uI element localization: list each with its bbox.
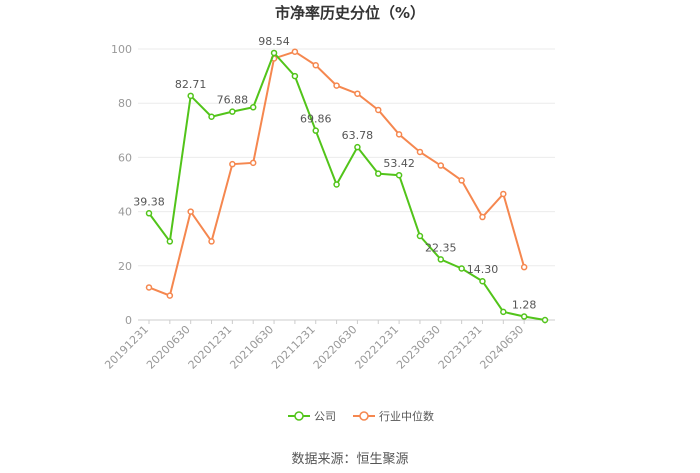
data-point	[437, 256, 445, 263]
data-point	[229, 160, 236, 168]
data-point	[354, 90, 361, 97]
x-axis: 2019123120200630202012312021063020211231…	[102, 320, 546, 372]
y-tick-label: 20	[118, 260, 132, 273]
data-point	[500, 190, 507, 198]
data-point	[249, 159, 257, 167]
chart-title: 市净率历史分位（%）	[274, 4, 426, 22]
y-tick-label: 80	[118, 97, 132, 110]
data-point	[375, 170, 382, 177]
data-point	[166, 238, 174, 245]
data-point	[458, 177, 465, 184]
y-tick-label: 100	[111, 43, 132, 56]
data-point	[479, 277, 486, 285]
x-tick-label: 20220630	[311, 323, 360, 372]
data-point	[187, 92, 194, 100]
data-point	[520, 263, 528, 271]
x-tick-label: 20221231	[352, 323, 401, 372]
x-tick-label: 20240630	[477, 323, 526, 372]
data-label: 69.86	[300, 113, 332, 126]
data-label: 63.78	[342, 129, 374, 142]
data-label: 1.28	[512, 299, 537, 312]
data-point	[541, 316, 549, 324]
data-point	[500, 308, 507, 316]
x-tick-label: 20210630	[227, 323, 276, 372]
data-point	[208, 238, 215, 245]
data-point	[333, 181, 340, 188]
data-label: 98.54	[258, 35, 290, 48]
data-point	[520, 313, 528, 320]
data-label: 22.35	[425, 241, 457, 254]
legend: 公司 行业中位数	[288, 409, 434, 423]
data-point	[145, 284, 153, 291]
x-tick-label: 20231231	[436, 323, 485, 372]
data-labels: 39.38 82.71 76.88 98.54 69.86 63.78 53.42 22.35…	[133, 35, 536, 312]
data-point	[270, 49, 278, 57]
legend-label: 行业中位数	[379, 409, 434, 423]
data-label: 14.30	[467, 263, 499, 276]
y-tick-label: 0	[125, 314, 132, 327]
data-point	[333, 82, 340, 89]
series-lines	[145, 48, 549, 324]
data-point	[416, 232, 424, 240]
y-tick-label: 60	[118, 151, 132, 164]
data-label: 76.88	[217, 94, 249, 107]
data-point	[312, 127, 319, 134]
data-point	[479, 213, 486, 221]
legend-marker	[359, 411, 369, 421]
data-point	[208, 113, 215, 120]
data-point	[249, 104, 257, 111]
data-label: 53.42	[383, 157, 415, 170]
data-point	[416, 148, 424, 156]
grid-lines	[138, 48, 555, 321]
data-point	[458, 265, 465, 272]
data-point	[145, 210, 153, 217]
data-point	[187, 208, 194, 215]
data-point	[312, 62, 319, 69]
data-point	[291, 72, 299, 80]
data-point	[437, 162, 445, 169]
x-tick-label: 20230630	[394, 323, 443, 372]
x-tick-label: 20211231	[269, 323, 318, 372]
x-tick-label: 20201231	[186, 323, 235, 372]
data-source: 数据来源：恒生聚源	[291, 452, 409, 467]
x-tick-label: 20200630	[144, 323, 193, 372]
legend-label: 公司	[314, 410, 336, 423]
data-point	[375, 106, 382, 114]
series-line	[148, 51, 546, 321]
data-label: 82.71	[175, 78, 207, 91]
data-point	[166, 292, 174, 299]
y-tick-label: 40	[118, 206, 132, 219]
legend-marker	[294, 411, 304, 421]
data-point	[291, 48, 299, 55]
data-point	[395, 171, 403, 179]
data-point	[395, 131, 403, 138]
x-tick-label: 20191231	[102, 323, 151, 372]
data-point	[354, 143, 361, 151]
y-axis: 0 20 40 60 80 100	[111, 43, 132, 327]
data-point	[229, 108, 236, 115]
data-label: 39.38	[133, 195, 165, 208]
